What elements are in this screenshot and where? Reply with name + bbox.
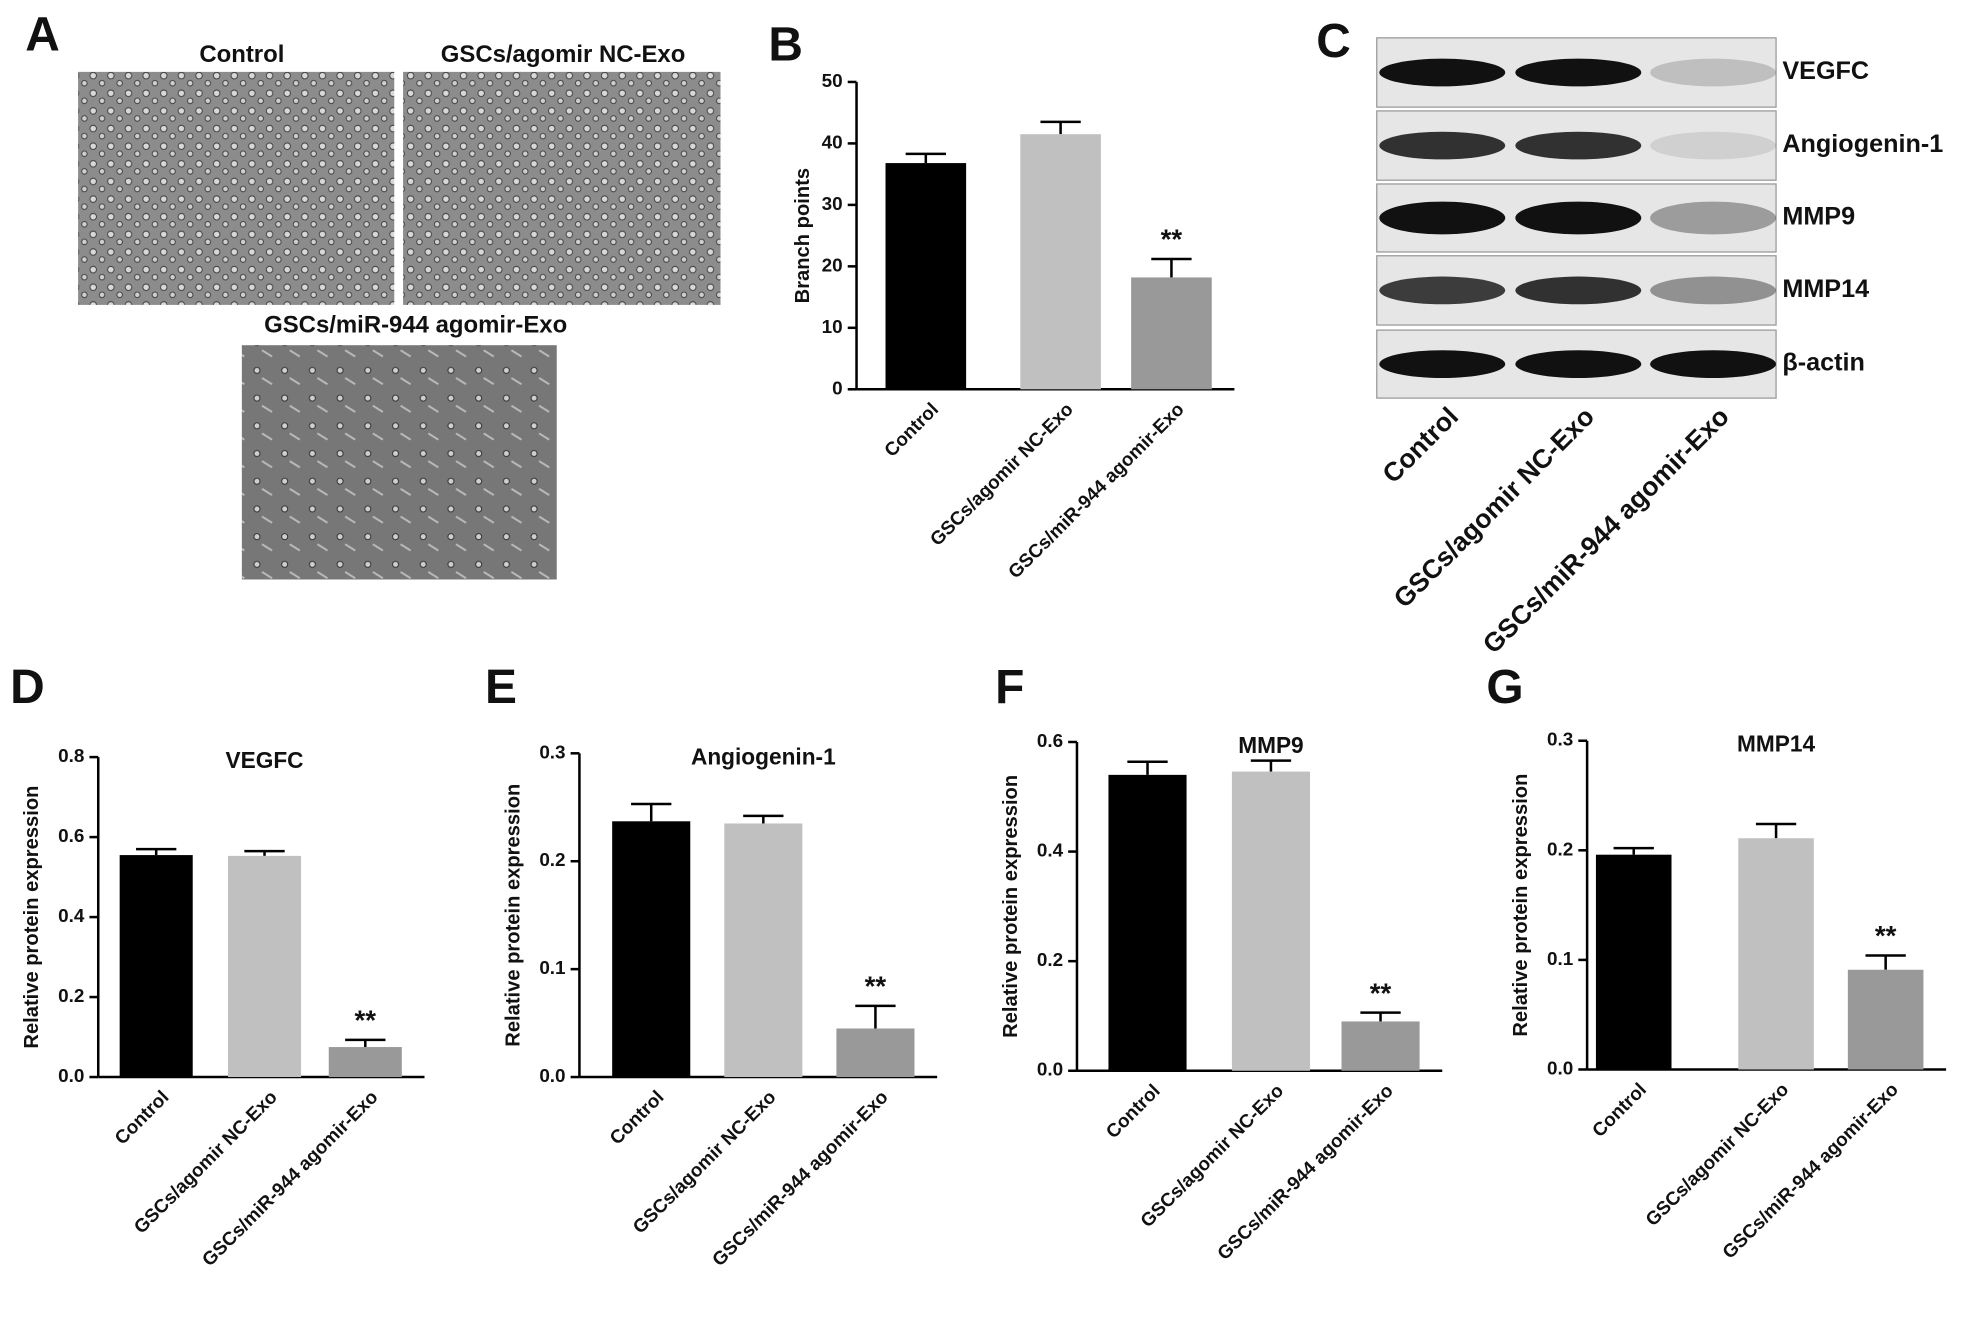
bar — [612, 821, 691, 1078]
y-tick-label: 20 — [822, 255, 843, 276]
x-tick-label: Control — [1589, 1079, 1651, 1141]
chart-title: VEGFC — [225, 747, 303, 773]
blot-band — [1379, 58, 1506, 87]
blot-band — [1650, 276, 1777, 305]
y-tick-label: 0.3 — [539, 742, 565, 763]
lane-label: Control — [1376, 401, 1464, 489]
blot-band — [1379, 350, 1506, 378]
blot-band — [1515, 58, 1642, 87]
blot-band — [1650, 58, 1777, 87]
bar — [1847, 969, 1924, 1070]
y-tick-label: 0.0 — [539, 1066, 565, 1087]
y-tick-label: 0.6 — [58, 826, 84, 847]
y-tick-label: 30 — [822, 194, 843, 215]
y-tick-label: 0.4 — [1037, 841, 1064, 862]
blot-band — [1515, 201, 1642, 235]
panel-label: G — [1486, 661, 1523, 714]
y-tick-label: 0.0 — [1547, 1058, 1573, 1079]
bar — [1231, 771, 1310, 1071]
bar — [119, 855, 193, 1078]
bar — [1738, 838, 1814, 1070]
y-tick-label: 0.6 — [1037, 731, 1063, 752]
y-tick-label: 0.0 — [58, 1066, 84, 1087]
x-tick-label: Control — [606, 1087, 668, 1149]
bar — [1595, 854, 1672, 1070]
y-tick-label: 0.2 — [58, 986, 84, 1007]
y-tick-label: 0.2 — [539, 850, 565, 871]
micrograph-label: GSCs/miR-944 agomir-Exo — [264, 312, 567, 339]
significance-label: ** — [1370, 977, 1392, 1008]
y-tick-label: 0.8 — [58, 746, 84, 767]
micrograph — [78, 71, 395, 305]
blot-band — [1379, 131, 1506, 160]
bar — [885, 163, 967, 390]
x-tick-label: Control — [111, 1087, 173, 1149]
x-tick-label: GSCs/miR-944 agomir-Exo — [1719, 1079, 1903, 1263]
x-tick-label: GSCs/miR-944 agomir-Exo — [709, 1087, 893, 1271]
y-axis-label: Relative protein expression — [502, 784, 524, 1047]
protein-label: VEGFC — [1782, 57, 1869, 85]
micrograph — [241, 345, 557, 580]
x-tick-label: GSCs/miR-944 agomir-Exo — [1214, 1081, 1398, 1265]
bar — [836, 1028, 915, 1078]
y-axis-label: Relative protein expression — [21, 786, 43, 1049]
y-axis-label: Relative protein expression — [1510, 774, 1532, 1037]
panel-label: C — [1316, 15, 1351, 68]
protein-label: β-actin — [1782, 349, 1865, 377]
bar — [1108, 774, 1187, 1071]
y-tick-label: 0.2 — [1547, 839, 1573, 860]
blot-band — [1379, 201, 1506, 235]
micrograph — [403, 71, 721, 305]
y-tick-label: 10 — [822, 317, 843, 338]
blot-band — [1515, 350, 1642, 378]
y-tick-label: 0.4 — [58, 906, 85, 927]
panel-label: A — [25, 9, 60, 62]
panel-label: B — [768, 19, 803, 72]
panel-label: D — [10, 661, 45, 714]
bar — [227, 855, 302, 1078]
x-tick-label: GSCs/miR-944 agomir-Exo — [1005, 399, 1189, 583]
y-tick-label: 40 — [822, 132, 843, 153]
y-tick-label: 0.1 — [539, 958, 565, 979]
blot-band — [1515, 131, 1642, 160]
chart-title: MMP9 — [1238, 732, 1303, 758]
protein-label: Angiogenin-1 — [1782, 130, 1943, 158]
significance-label: ** — [355, 1005, 377, 1036]
micrograph-label: Control — [199, 41, 284, 68]
y-tick-label: 0.3 — [1547, 730, 1573, 751]
panel-label: E — [485, 661, 517, 714]
blot-band — [1379, 276, 1506, 305]
y-tick-label: 50 — [822, 71, 843, 92]
protein-label: MMP14 — [1782, 275, 1869, 303]
x-tick-label: Control — [1102, 1081, 1164, 1143]
y-tick-label: 0.1 — [1547, 949, 1573, 970]
chart-title: MMP14 — [1737, 731, 1815, 757]
significance-label: ** — [1875, 920, 1897, 951]
blot-band — [1650, 131, 1777, 160]
chart-title: Angiogenin-1 — [691, 743, 836, 769]
y-axis-label: Branch points — [792, 168, 814, 303]
y-tick-label: 0.2 — [1037, 950, 1063, 971]
y-tick-label: 0 — [832, 378, 843, 399]
bar — [724, 823, 803, 1078]
lane-label: GSCs/miR-944 agomir-Exo — [1477, 401, 1735, 659]
bar — [328, 1047, 402, 1078]
blot-band — [1650, 350, 1777, 378]
panel-label: F — [995, 661, 1024, 714]
y-tick-label: 0.0 — [1037, 1060, 1063, 1081]
micrograph-label: GSCs/agomir NC-Exo — [441, 41, 686, 68]
bar — [1341, 1021, 1420, 1071]
significance-label: ** — [865, 971, 887, 1002]
blot-band — [1650, 201, 1777, 235]
x-tick-label: GSCs/miR-944 agomir-Exo — [198, 1087, 382, 1271]
blot-band — [1515, 276, 1642, 305]
bar — [1020, 134, 1101, 390]
protein-label: MMP9 — [1782, 203, 1855, 231]
y-axis-label: Relative protein expression — [1000, 775, 1022, 1038]
significance-label: ** — [1161, 224, 1183, 255]
x-tick-label: Control — [881, 399, 943, 461]
bar — [1131, 277, 1212, 390]
